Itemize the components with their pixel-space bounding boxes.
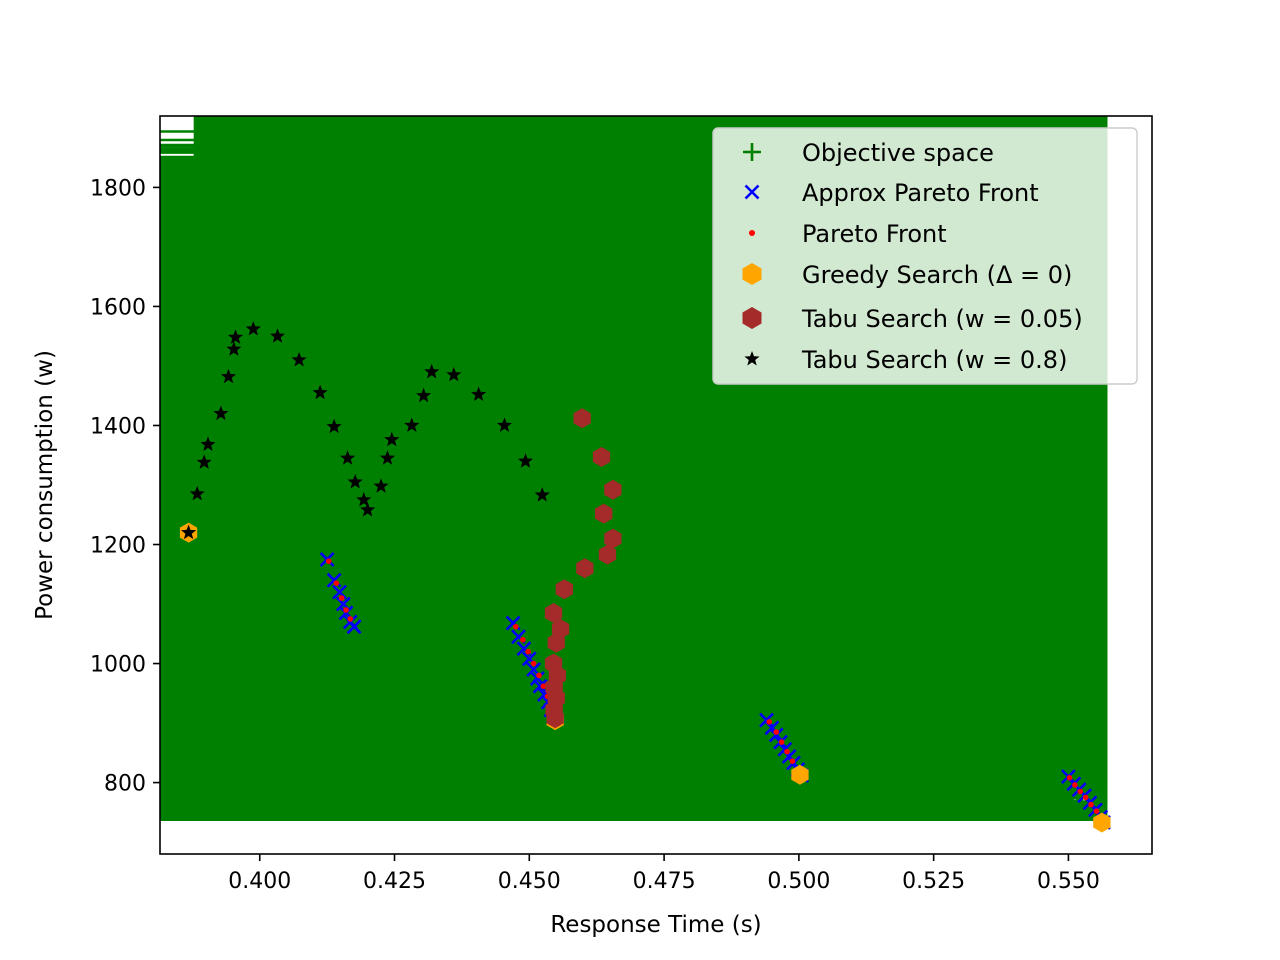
plot-points xyxy=(160,116,1111,833)
objective-space-point xyxy=(160,116,410,165)
objective-space-point xyxy=(160,116,547,133)
